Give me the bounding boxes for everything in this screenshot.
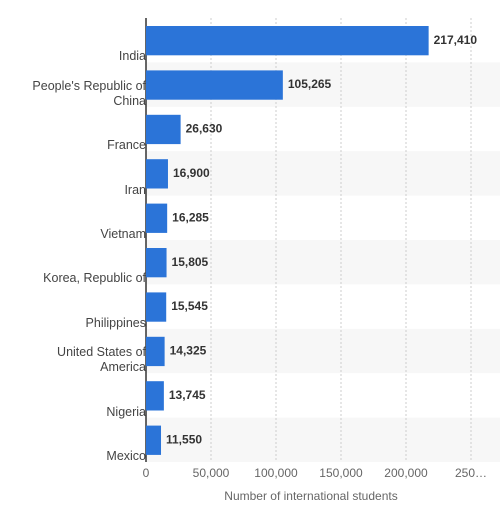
value-label: 217,410 xyxy=(434,33,478,47)
y-tick-label: Philippines xyxy=(85,315,146,330)
row-stripe xyxy=(146,417,500,462)
bar xyxy=(146,292,167,322)
value-label: 15,805 xyxy=(172,255,209,269)
y-tick-label: Mexico xyxy=(106,449,146,463)
value-label: 105,265 xyxy=(288,77,332,91)
bar xyxy=(146,248,167,278)
bar xyxy=(146,26,429,56)
x-tick-label: 100,000 xyxy=(254,466,298,480)
row-stripe xyxy=(146,328,500,374)
x-tick-label: 150,000 xyxy=(319,466,363,480)
y-tick-label: Nigeria xyxy=(106,404,146,419)
value-label: 16,285 xyxy=(172,210,209,224)
value-label: 14,325 xyxy=(170,344,207,358)
x-tick-label: 50,000 xyxy=(193,466,230,480)
y-tick-label: United States of America xyxy=(57,345,146,375)
bar xyxy=(146,114,181,145)
value-label: 16,900 xyxy=(173,166,210,180)
x-tick-label: 250… xyxy=(455,466,487,480)
bar xyxy=(146,70,283,100)
x-tick-label: 200,000 xyxy=(384,466,428,480)
bar xyxy=(146,336,165,367)
bar xyxy=(146,425,162,455)
value-label: 15,545 xyxy=(171,299,208,313)
x-axis-title: Number of international students xyxy=(224,489,397,503)
row-stripe xyxy=(146,240,500,285)
y-tick-label: India xyxy=(118,49,146,64)
bar xyxy=(146,381,164,411)
value-label: 11,550 xyxy=(166,432,202,446)
row-stripe xyxy=(146,151,500,196)
y-tick-label: France xyxy=(107,138,146,153)
y-tick-label: Vietnam xyxy=(100,227,146,241)
y-tick-label: Korea, Republic of xyxy=(43,271,146,286)
x-tick-label: 0 xyxy=(143,466,150,480)
bar xyxy=(146,159,168,189)
value-label: 13,745 xyxy=(169,388,206,402)
y-tick-label: People's Republic of China xyxy=(32,78,146,108)
bar xyxy=(146,203,168,233)
value-label: 26,630 xyxy=(186,122,223,136)
y-tick-label: Iran xyxy=(124,182,146,197)
